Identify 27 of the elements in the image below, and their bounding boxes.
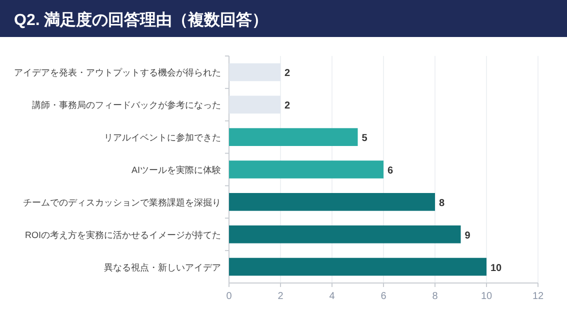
y-tick-label: チームでのディスカッションで業務課題を深掘り [23,197,221,208]
x-tick-label: 12 [532,291,544,302]
data-label: 2 [284,68,290,80]
x-tick-label: 8 [432,291,438,302]
data-label: 10 [490,262,502,274]
bar [229,160,384,178]
y-tick-label: アイデアを発表・アウトプットする機会が得られた [14,68,221,78]
bar [229,258,486,276]
x-tick-label: 4 [329,291,336,302]
data-label: 8 [439,198,445,209]
data-label: 2 [284,100,290,112]
x-tick-label: 2 [278,291,284,302]
chart-title: Q2. 満足度の回答理由（複数回答） [14,10,268,29]
data-label: 5 [362,133,368,144]
bar [229,225,461,244]
y-tick-label: 異なる視点・新しいアイデア [104,262,221,272]
y-tick-label: リアルイベントに参加できた [104,132,221,143]
x-tick-label: 10 [480,291,492,302]
data-label: 9 [464,230,471,242]
bar [229,128,358,146]
y-tick-label: ROIの考え方を実務に活かせるイメージが持てた [24,230,221,240]
x-tick-label: 0 [226,291,232,302]
bar [229,193,435,211]
y-tick-label: AIツールを実際に体験 [131,165,221,175]
y-tick-label: 講師・事務局のフィードバックが参考になった [32,100,221,110]
data-label: 6 [388,166,394,176]
x-tick-label: 6 [380,291,387,302]
